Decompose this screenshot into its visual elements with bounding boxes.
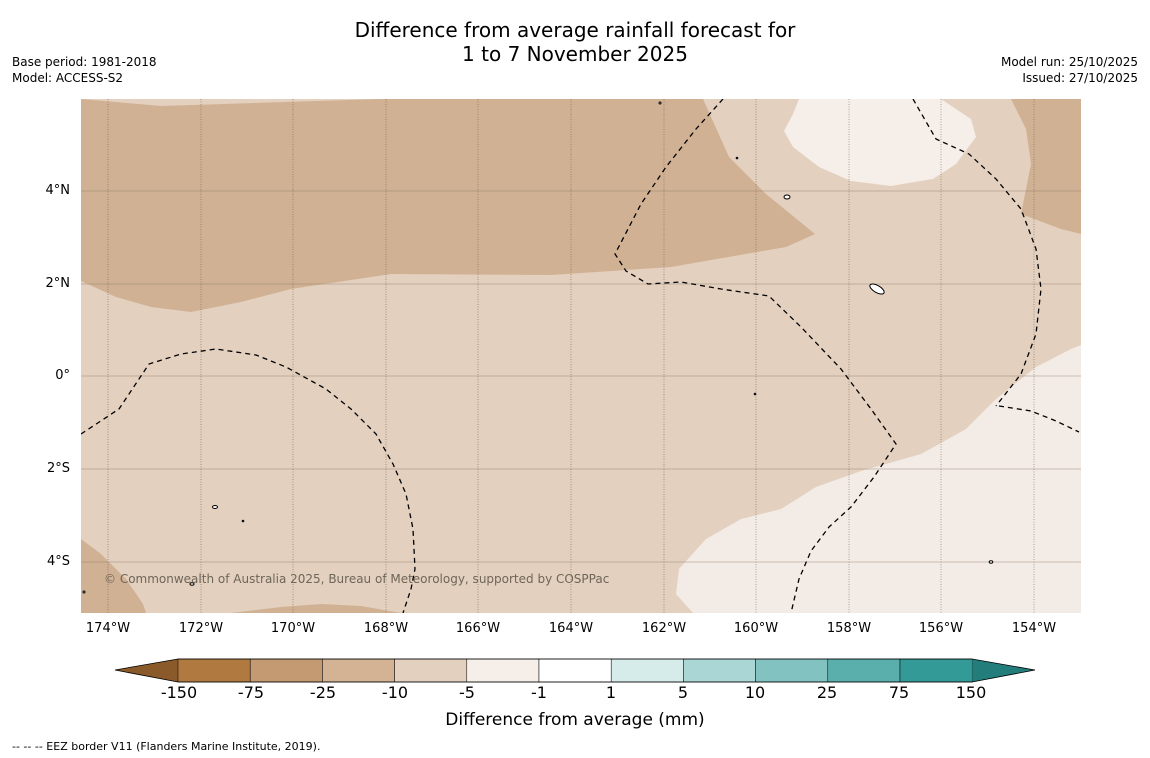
lat-label-2n: 2°N bbox=[45, 276, 71, 291]
eez-borders bbox=[81, 99, 1080, 613]
meta-left: Base period: 1981-2018 Model: ACCESS-S2 bbox=[12, 54, 157, 86]
colorbar-segment-10 bbox=[827, 658, 901, 683]
colorbar-segment-2 bbox=[249, 658, 323, 683]
cb-tick-25: 25 bbox=[816, 683, 838, 702]
lon-label-164w: 164°W bbox=[548, 621, 594, 636]
map-title: Difference from average rainfall forecas… bbox=[0, 18, 1150, 66]
colorbar bbox=[114, 658, 1036, 683]
cb-tick-10: 10 bbox=[744, 683, 766, 702]
model-run: Model run: 25/10/2025 bbox=[1000, 55, 1138, 69]
cb-tick-1: 1 bbox=[605, 683, 617, 702]
eez-footnote: -- -- -- EEZ border V11 (Flanders Marine… bbox=[12, 740, 321, 753]
lon-label-154w: 154°W bbox=[1011, 621, 1057, 636]
cb-tick-minus5: -5 bbox=[459, 683, 475, 702]
colorbar-segment-5 bbox=[466, 658, 540, 683]
meta-right: Model run: 25/10/2025 Issued: 27/10/2025 bbox=[1001, 54, 1138, 86]
lon-label-162w: 162°W bbox=[641, 621, 687, 636]
lon-label-156w: 156°W bbox=[918, 621, 964, 636]
lat-label-4n: 4°N bbox=[45, 183, 71, 198]
issued-date: Issued: 27/10/2025 bbox=[1022, 71, 1138, 85]
islet-2 bbox=[735, 156, 739, 160]
island-se bbox=[988, 560, 994, 564]
lon-label-160w: 160°W bbox=[733, 621, 779, 636]
cb-tick-minus150: -150 bbox=[160, 683, 198, 702]
colorbar-segment-1 bbox=[177, 658, 251, 683]
band-minus25-minus10-northeast bbox=[1011, 99, 1081, 234]
rainfall-map bbox=[81, 99, 1081, 613]
colorbar-segment-9 bbox=[755, 658, 829, 683]
colorbar-segment-7 bbox=[610, 658, 684, 683]
island-jarvis-small bbox=[212, 505, 218, 509]
model-name: Model: ACCESS-S2 bbox=[12, 71, 124, 85]
band-minus5-minus1-southeast bbox=[676, 345, 1081, 613]
eez-border-line-islands bbox=[614, 99, 897, 613]
base-period: Base period: 1981-2018 bbox=[12, 55, 157, 69]
lon-label-166w: 166°W bbox=[455, 621, 501, 636]
colorbar-segment-6 bbox=[538, 658, 612, 683]
longitude-gridlines bbox=[107, 99, 1035, 613]
colorbar-outline bbox=[114, 658, 1036, 683]
lon-label-170w: 170°W bbox=[270, 621, 316, 636]
eez-border-east-tail bbox=[998, 405, 1080, 433]
cb-tick-minus75: -75 bbox=[237, 683, 265, 702]
title-line-1: Difference from average rainfall forecas… bbox=[354, 18, 796, 42]
band-minus5-minus1-north bbox=[784, 99, 976, 186]
colorbar-segment-11 bbox=[899, 658, 973, 683]
lat-label-2s: 2°S bbox=[46, 461, 70, 476]
cb-tick-minus25: -25 bbox=[309, 683, 337, 702]
eez-border-kiribati-west bbox=[81, 348, 416, 613]
lon-label-168w: 168°W bbox=[363, 621, 409, 636]
band-minus25-minus10-south bbox=[231, 604, 401, 613]
lon-label-172w: 172°W bbox=[178, 621, 224, 636]
cb-tick-minus10: -10 bbox=[381, 683, 409, 702]
cb-tick-5: 5 bbox=[677, 683, 689, 702]
colorbar-segment-3 bbox=[322, 658, 395, 683]
latitude-gridlines bbox=[81, 190, 1081, 563]
lat-label-0: 0° bbox=[55, 368, 70, 383]
lon-label-158w: 158°W bbox=[826, 621, 872, 636]
band-minus25-minus10-north bbox=[81, 99, 815, 312]
colorbar-extension-high bbox=[972, 659, 1035, 682]
islet-1 bbox=[658, 101, 662, 105]
eez-border-east-loop bbox=[912, 99, 1042, 407]
island-tabuaeran bbox=[783, 194, 791, 200]
island-kiritimati bbox=[869, 283, 885, 295]
island-sw bbox=[189, 582, 195, 586]
cb-tick-75: 75 bbox=[888, 683, 910, 702]
islet-3 bbox=[753, 392, 757, 396]
cb-tick-minus1: -1 bbox=[531, 683, 547, 702]
copyright-notice: © Commonwealth of Australia 2025, Bureau… bbox=[104, 572, 610, 586]
lat-label-4s: 4°S bbox=[46, 554, 70, 569]
lon-label-174w: 174°W bbox=[85, 621, 131, 636]
colorbar-label: Difference from average (mm) bbox=[445, 710, 705, 730]
band-minus25-minus10-southwest bbox=[81, 539, 146, 613]
cb-tick-150: 150 bbox=[955, 683, 987, 702]
colorbar-segment-4 bbox=[394, 658, 468, 683]
islet-5 bbox=[82, 590, 86, 594]
islet-4 bbox=[241, 519, 245, 523]
colorbar-extension-low bbox=[115, 659, 178, 682]
title-line-2: 1 to 7 November 2025 bbox=[462, 42, 688, 66]
islands bbox=[82, 101, 994, 594]
colorbar-segment-8 bbox=[683, 658, 756, 683]
